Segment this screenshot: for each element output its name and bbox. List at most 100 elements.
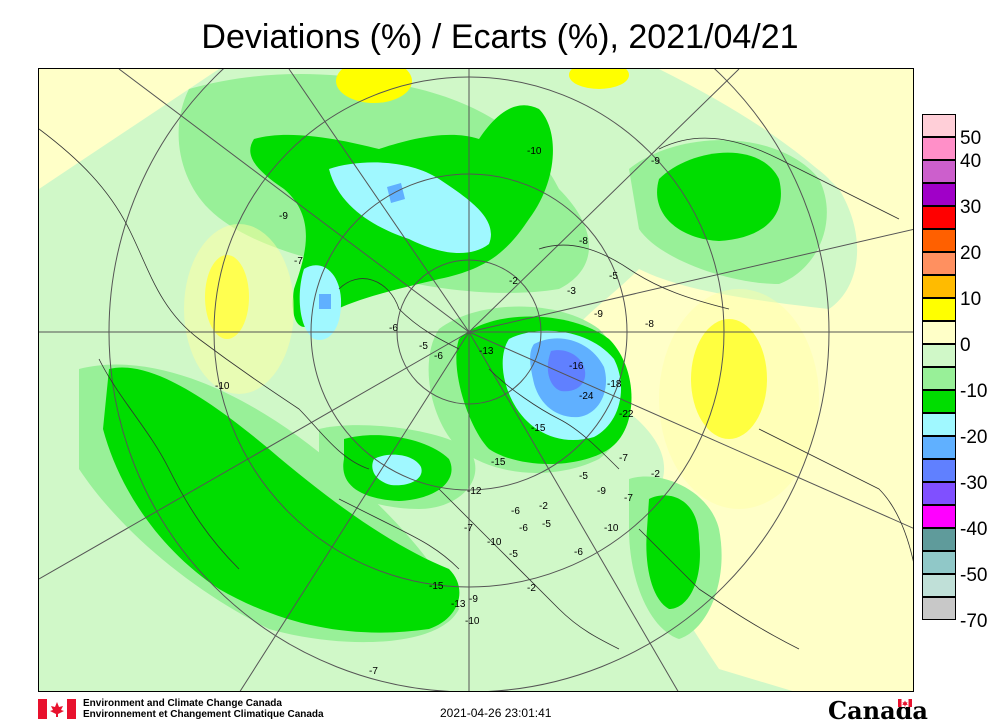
contour-label: -22 <box>619 409 634 420</box>
yellow-east <box>691 319 767 439</box>
contour-label: -10 <box>527 146 542 157</box>
yellow-northeast <box>569 69 629 89</box>
cyan-mid <box>372 454 422 486</box>
contour-label: -5 <box>542 519 551 530</box>
legend-swatch <box>922 137 956 160</box>
deviation-map: -10 -9 -9 -8 -3 -2 -5 -7 -6 -10 -5 -8 -9… <box>39 69 913 691</box>
contour-label: -2 <box>651 469 660 480</box>
contour-label: -16 <box>569 361 584 372</box>
legend-label: -40 <box>960 519 988 540</box>
contour-label: -7 <box>294 256 303 267</box>
blue-center-core <box>547 350 586 392</box>
contour-label: -9 <box>469 594 478 605</box>
legend-swatch <box>922 183 956 206</box>
legend-swatch <box>922 275 956 298</box>
cyan-north <box>329 162 491 254</box>
map-frame: -10 -9 -9 -8 -3 -2 -5 -7 -6 -10 -5 -8 -9… <box>38 68 914 692</box>
blue-north-spot <box>387 183 405 203</box>
generation-timestamp: 2021-04-26 23:01:41 <box>440 706 552 720</box>
legend-swatch <box>922 367 956 390</box>
legend-swatch <box>922 321 956 344</box>
contour-label: -10 <box>465 616 480 627</box>
contour-label: -13 <box>479 346 494 357</box>
org-name-en: Environment and Climate Change Canada <box>83 698 282 709</box>
contour-label: -15 <box>531 423 546 434</box>
legend-label: -50 <box>960 565 988 586</box>
legend-label: 40 <box>960 151 982 172</box>
yellow-east-light <box>659 289 819 509</box>
legend-swatch <box>922 574 956 597</box>
green-band-southwest <box>103 367 460 633</box>
legend-swatch <box>922 229 956 252</box>
contour-label: -7 <box>464 523 473 534</box>
contour-label: -6 <box>519 523 528 534</box>
contour-label: -6 <box>389 323 398 334</box>
contour-label: -8 <box>645 319 654 330</box>
contour-label: -12 <box>467 486 482 497</box>
legend-label: 50 <box>960 128 982 149</box>
legend-label: -70 <box>960 611 988 632</box>
contour-label: -24 <box>579 391 594 402</box>
contour-label: -7 <box>369 666 378 677</box>
contour-label: -7 <box>624 493 633 504</box>
yellow-north <box>336 69 412 103</box>
contour-label: -5 <box>419 341 428 352</box>
yellow-west-light <box>184 224 294 394</box>
contour-label: -18 <box>607 379 622 390</box>
legend-swatch <box>922 160 956 183</box>
contour-label: -15 <box>491 457 506 468</box>
contour-label-group: -10 -9 -9 -8 -3 -2 -5 -7 -6 -10 -5 -8 -9… <box>215 146 660 677</box>
contour-label: -9 <box>651 156 660 167</box>
legend-swatch <box>922 528 956 551</box>
contour-label: -5 <box>579 471 588 482</box>
contour-label: -15 <box>429 581 444 592</box>
legend-swatch <box>922 597 956 620</box>
contour-label: -5 <box>509 549 518 560</box>
legend-swatch <box>922 482 956 505</box>
contour-label: -10 <box>215 381 230 392</box>
legend-label: 10 <box>960 289 982 310</box>
contour-label: -6 <box>511 506 520 517</box>
legend-swatch <box>922 206 956 229</box>
contour-label: -7 <box>619 453 628 464</box>
canada-flag-icon <box>38 699 76 719</box>
legend-swatch <box>922 252 956 275</box>
legend-swatch <box>922 551 956 574</box>
contour-label: -10 <box>604 523 619 534</box>
legend-swatch <box>922 459 956 482</box>
legend-swatch <box>922 505 956 528</box>
organization-name: Environment and Climate Change Canada En… <box>83 698 324 720</box>
org-name-fr: Environnement et Changement Climatique C… <box>83 709 324 720</box>
canada-wordmark: Canada <box>828 696 928 725</box>
blue-west-spot <box>319 294 331 309</box>
contour-label: -8 <box>579 236 588 247</box>
contour-label: -9 <box>594 309 603 320</box>
contour-label: -9 <box>597 486 606 497</box>
canada-wordmark-flag-icon <box>898 699 912 707</box>
contour-label: -2 <box>539 501 548 512</box>
contour-label: -2 <box>509 276 518 287</box>
contour-label: -13 <box>451 599 466 610</box>
legend-swatch <box>922 390 956 413</box>
legend-swatch <box>922 436 956 459</box>
green-east <box>646 495 700 609</box>
legend-swatch <box>922 298 956 321</box>
contour-label: -2 <box>527 583 536 594</box>
contour-label: -9 <box>279 211 288 222</box>
legend-label: 0 <box>960 335 971 356</box>
legend-swatch <box>922 114 956 137</box>
contour-label: -6 <box>434 351 443 362</box>
legend-swatch <box>922 344 956 367</box>
contour-label: -6 <box>574 547 583 558</box>
coastlines <box>39 128 913 650</box>
legend-label: 20 <box>960 243 982 264</box>
page-title: Deviations (%) / Ecarts (%), 2021/04/21 <box>201 18 799 56</box>
contour-label: -5 <box>609 271 618 282</box>
legend-swatch <box>922 413 956 436</box>
legend-label: -30 <box>960 473 988 494</box>
contour-label: -10 <box>487 537 502 548</box>
legend-label: 30 <box>960 197 982 218</box>
legend-label: -10 <box>960 381 988 402</box>
green-northeast <box>657 152 781 241</box>
contour-label: -3 <box>567 286 576 297</box>
